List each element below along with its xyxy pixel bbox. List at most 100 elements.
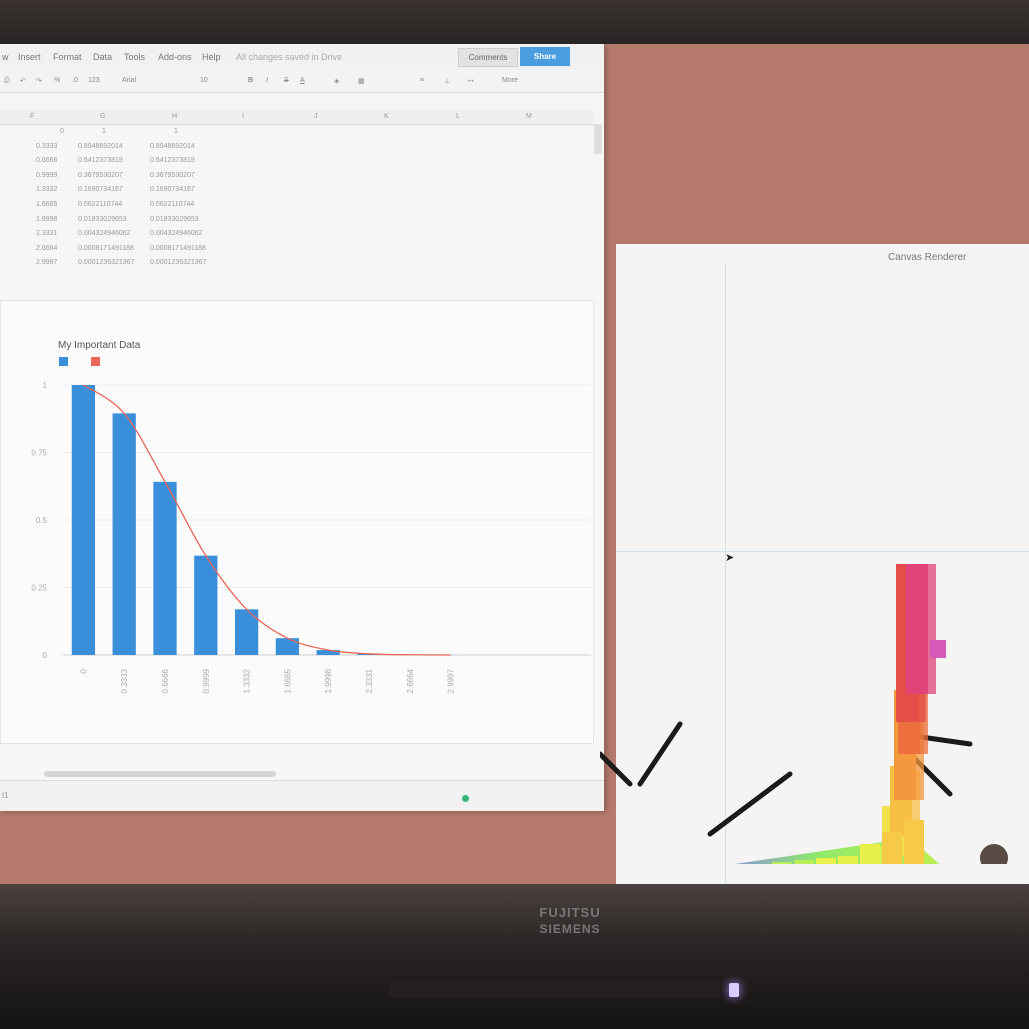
column-header[interactable]: I — [242, 113, 244, 120]
x-tick-label: 1.3332 — [243, 668, 252, 693]
font-dropdown[interactable]: Arial — [122, 77, 137, 84]
stand-leg — [707, 771, 793, 837]
print-icon[interactable]: ⎙ — [4, 77, 10, 84]
table-cell[interactable]: 0.9999 — [36, 171, 58, 179]
monitor-brand-logo: FUJITSU SIEMENS — [515, 905, 625, 941]
chart-bar — [71, 385, 96, 655]
chart-legend — [59, 357, 100, 366]
table-cell[interactable]: 0.01833029653 — [150, 215, 199, 223]
menu-item[interactable]: w — [2, 52, 9, 62]
x-tick-label: 0.6666 — [161, 668, 170, 693]
x-tick-label: 1.9998 — [324, 668, 333, 693]
undo-icon[interactable]: ↶ — [20, 78, 26, 85]
more-button[interactable]: More — [502, 77, 518, 84]
strikethrough-button[interactable]: S — [284, 77, 289, 84]
table-cell[interactable]: 0.3679530207 — [150, 171, 195, 179]
italic-button[interactable]: I — [266, 77, 268, 84]
table-cell[interactable]: 0.004324946062 — [78, 230, 131, 238]
table-cell[interactable]: 0.0622110744 — [150, 201, 195, 208]
table-cell[interactable]: 2.6664 — [36, 244, 58, 252]
text-color-button[interactable]: A — [300, 77, 305, 84]
share-button[interactable]: Share — [520, 47, 570, 66]
histogram-peak — [930, 640, 946, 658]
table-cell[interactable]: 0.8948692014 — [78, 142, 123, 150]
y-tick-label: 0 — [43, 651, 48, 660]
table-cell[interactable]: 0.8948692014 — [150, 142, 195, 150]
column-header[interactable]: G — [100, 113, 106, 120]
table-cell[interactable]: 0.1690734167 — [150, 186, 195, 194]
renderer-window: Canvas Renderer ➤ — [616, 244, 1029, 884]
table-cell[interactable]: 0.3333 — [36, 142, 58, 150]
chart-bar — [112, 413, 136, 655]
renderer-axis-horizontal — [616, 551, 1029, 552]
table-cell[interactable]: 0.3679530207 — [78, 171, 123, 179]
histogram-column-side — [912, 770, 920, 836]
number-format-dropdown[interactable]: 123 — [88, 77, 100, 84]
stand-leg — [637, 721, 683, 787]
align-icon[interactable]: ≡ — [420, 77, 425, 84]
column-header[interactable]: F — [30, 113, 35, 120]
borders-icon[interactable]: ▦ — [358, 78, 365, 85]
menu-item-format[interactable]: Format — [53, 52, 82, 62]
menu-item-help[interactable]: Help — [202, 52, 221, 62]
table-cell[interactable]: 1 — [174, 128, 178, 135]
table-cell[interactable]: 1.6665 — [36, 201, 58, 208]
column-header[interactable]: H — [172, 113, 178, 120]
redo-icon[interactable]: ↷ — [36, 78, 42, 85]
vertical-scrollbar[interactable] — [594, 124, 602, 154]
menu-item-data[interactable]: Data — [93, 52, 113, 62]
chart-bars — [71, 385, 463, 655]
table-cell[interactable]: 0.6412373819 — [78, 157, 123, 165]
column-header[interactable]: K — [384, 113, 389, 120]
table-cell[interactable]: 0.01833029653 — [78, 215, 127, 223]
comments-button[interactable]: Comments — [458, 48, 518, 67]
menu-item-tools[interactable]: Tools — [124, 52, 146, 62]
histogram-block — [794, 860, 814, 864]
table-cell[interactable]: 0.004324946062 — [150, 230, 203, 238]
histogram-column — [906, 564, 928, 694]
x-tick-label: 1.6665 — [283, 668, 292, 693]
table-cell[interactable]: 0.0622110744 — [78, 201, 123, 208]
wrap-icon[interactable]: ↦ — [468, 78, 474, 85]
table-cell[interactable]: 0.0008171491188 — [78, 244, 134, 252]
column-header[interactable]: L — [456, 113, 460, 120]
table-cell[interactable]: 1.9998 — [36, 215, 58, 223]
table-cell[interactable]: 1.3332 — [36, 186, 58, 194]
column-header[interactable]: M — [526, 113, 532, 120]
chart-panel[interactable]: My Important Data 0 0.25 0.5 0.75 1 0 0.3333 0… — [0, 300, 594, 744]
table-cell[interactable]: 0.0008171491188 — [150, 244, 206, 252]
monitor-bezel-bottom — [0, 884, 1029, 1029]
table-cell[interactable]: 0.0001236321367 — [78, 259, 135, 267]
table-cell[interactable]: 0 — [60, 128, 64, 135]
x-tick-label: 0 — [79, 668, 88, 673]
table-cell[interactable]: 2.3331 — [36, 230, 58, 238]
sheet-tab-bar: t1 — [0, 780, 604, 811]
spreadsheet-window: w Insert Format Data Tools Add-ons Help … — [0, 44, 604, 811]
fill-color-icon[interactable]: ◈ — [334, 78, 340, 85]
menu-item-addons[interactable]: Add-ons — [158, 52, 192, 62]
table-cell[interactable]: 0.0001236321367 — [150, 259, 207, 267]
column-header[interactable]: J — [314, 113, 318, 120]
x-tick-label: 0.9999 — [202, 668, 211, 693]
decimal-icon[interactable]: .0 — [72, 77, 78, 84]
monitor-bezel-top — [0, 0, 1029, 44]
font-size-dropdown[interactable]: 10 — [200, 77, 208, 84]
valign-icon[interactable]: ⊥ — [444, 78, 451, 85]
horizontal-scrollbar[interactable] — [44, 771, 276, 777]
table-cell[interactable]: 2.9997 — [36, 259, 58, 267]
table-cell[interactable]: 1 — [102, 128, 106, 135]
table-cell[interactable]: 0.6412373819 — [150, 157, 195, 165]
histogram-block — [772, 862, 792, 864]
toolbar: ⎙ ↶ ↷ % .0 123 Arial 10 B I S A ◈ ▦ ≡ ⊥ … — [0, 70, 604, 93]
percent-icon[interactable]: % — [54, 77, 61, 84]
bold-button[interactable]: B — [248, 77, 254, 84]
y-tick-label: 1 — [43, 381, 48, 390]
table-cell[interactable]: 0.1690734167 — [78, 186, 123, 194]
series-line — [83, 384, 451, 656]
menu-item-insert[interactable]: Insert — [18, 52, 41, 62]
table-cell[interactable]: 0.6666 — [36, 157, 58, 165]
chart-bar — [275, 638, 300, 655]
online-status-dot — [462, 795, 469, 802]
brand-sub: SIEMENS — [539, 922, 601, 936]
sheet-tab[interactable]: t1 — [2, 791, 9, 800]
